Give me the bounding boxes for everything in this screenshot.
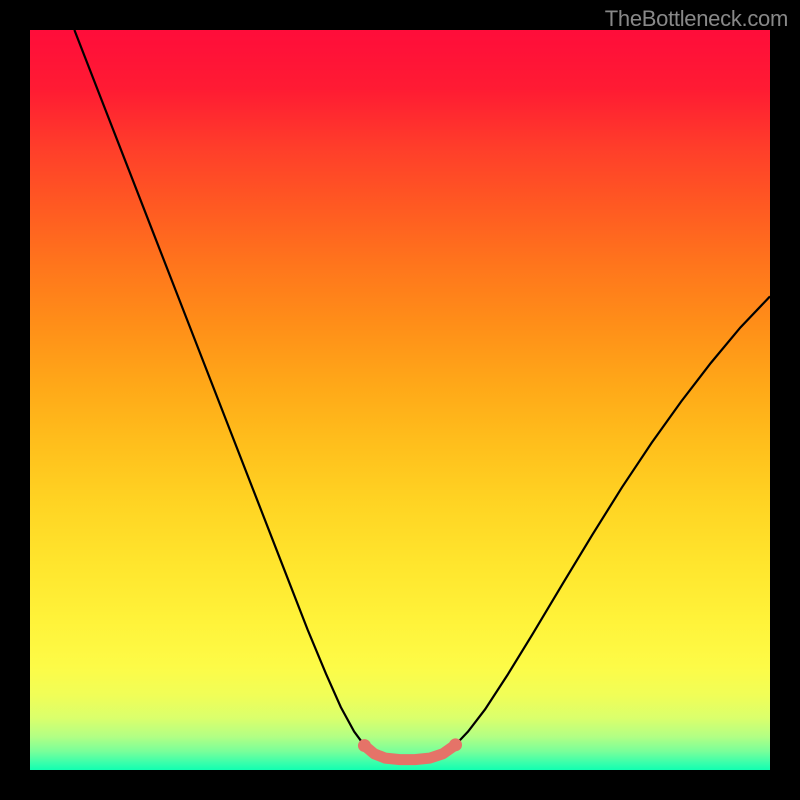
chart-svg: [30, 30, 770, 770]
plot-area: [30, 30, 770, 770]
watermark-text: TheBottleneck.com: [605, 6, 788, 32]
gradient-background: [30, 30, 770, 770]
highlight-dot: [449, 738, 462, 751]
chart-container: TheBottleneck.com: [0, 0, 800, 800]
highlight-dot: [358, 739, 371, 752]
